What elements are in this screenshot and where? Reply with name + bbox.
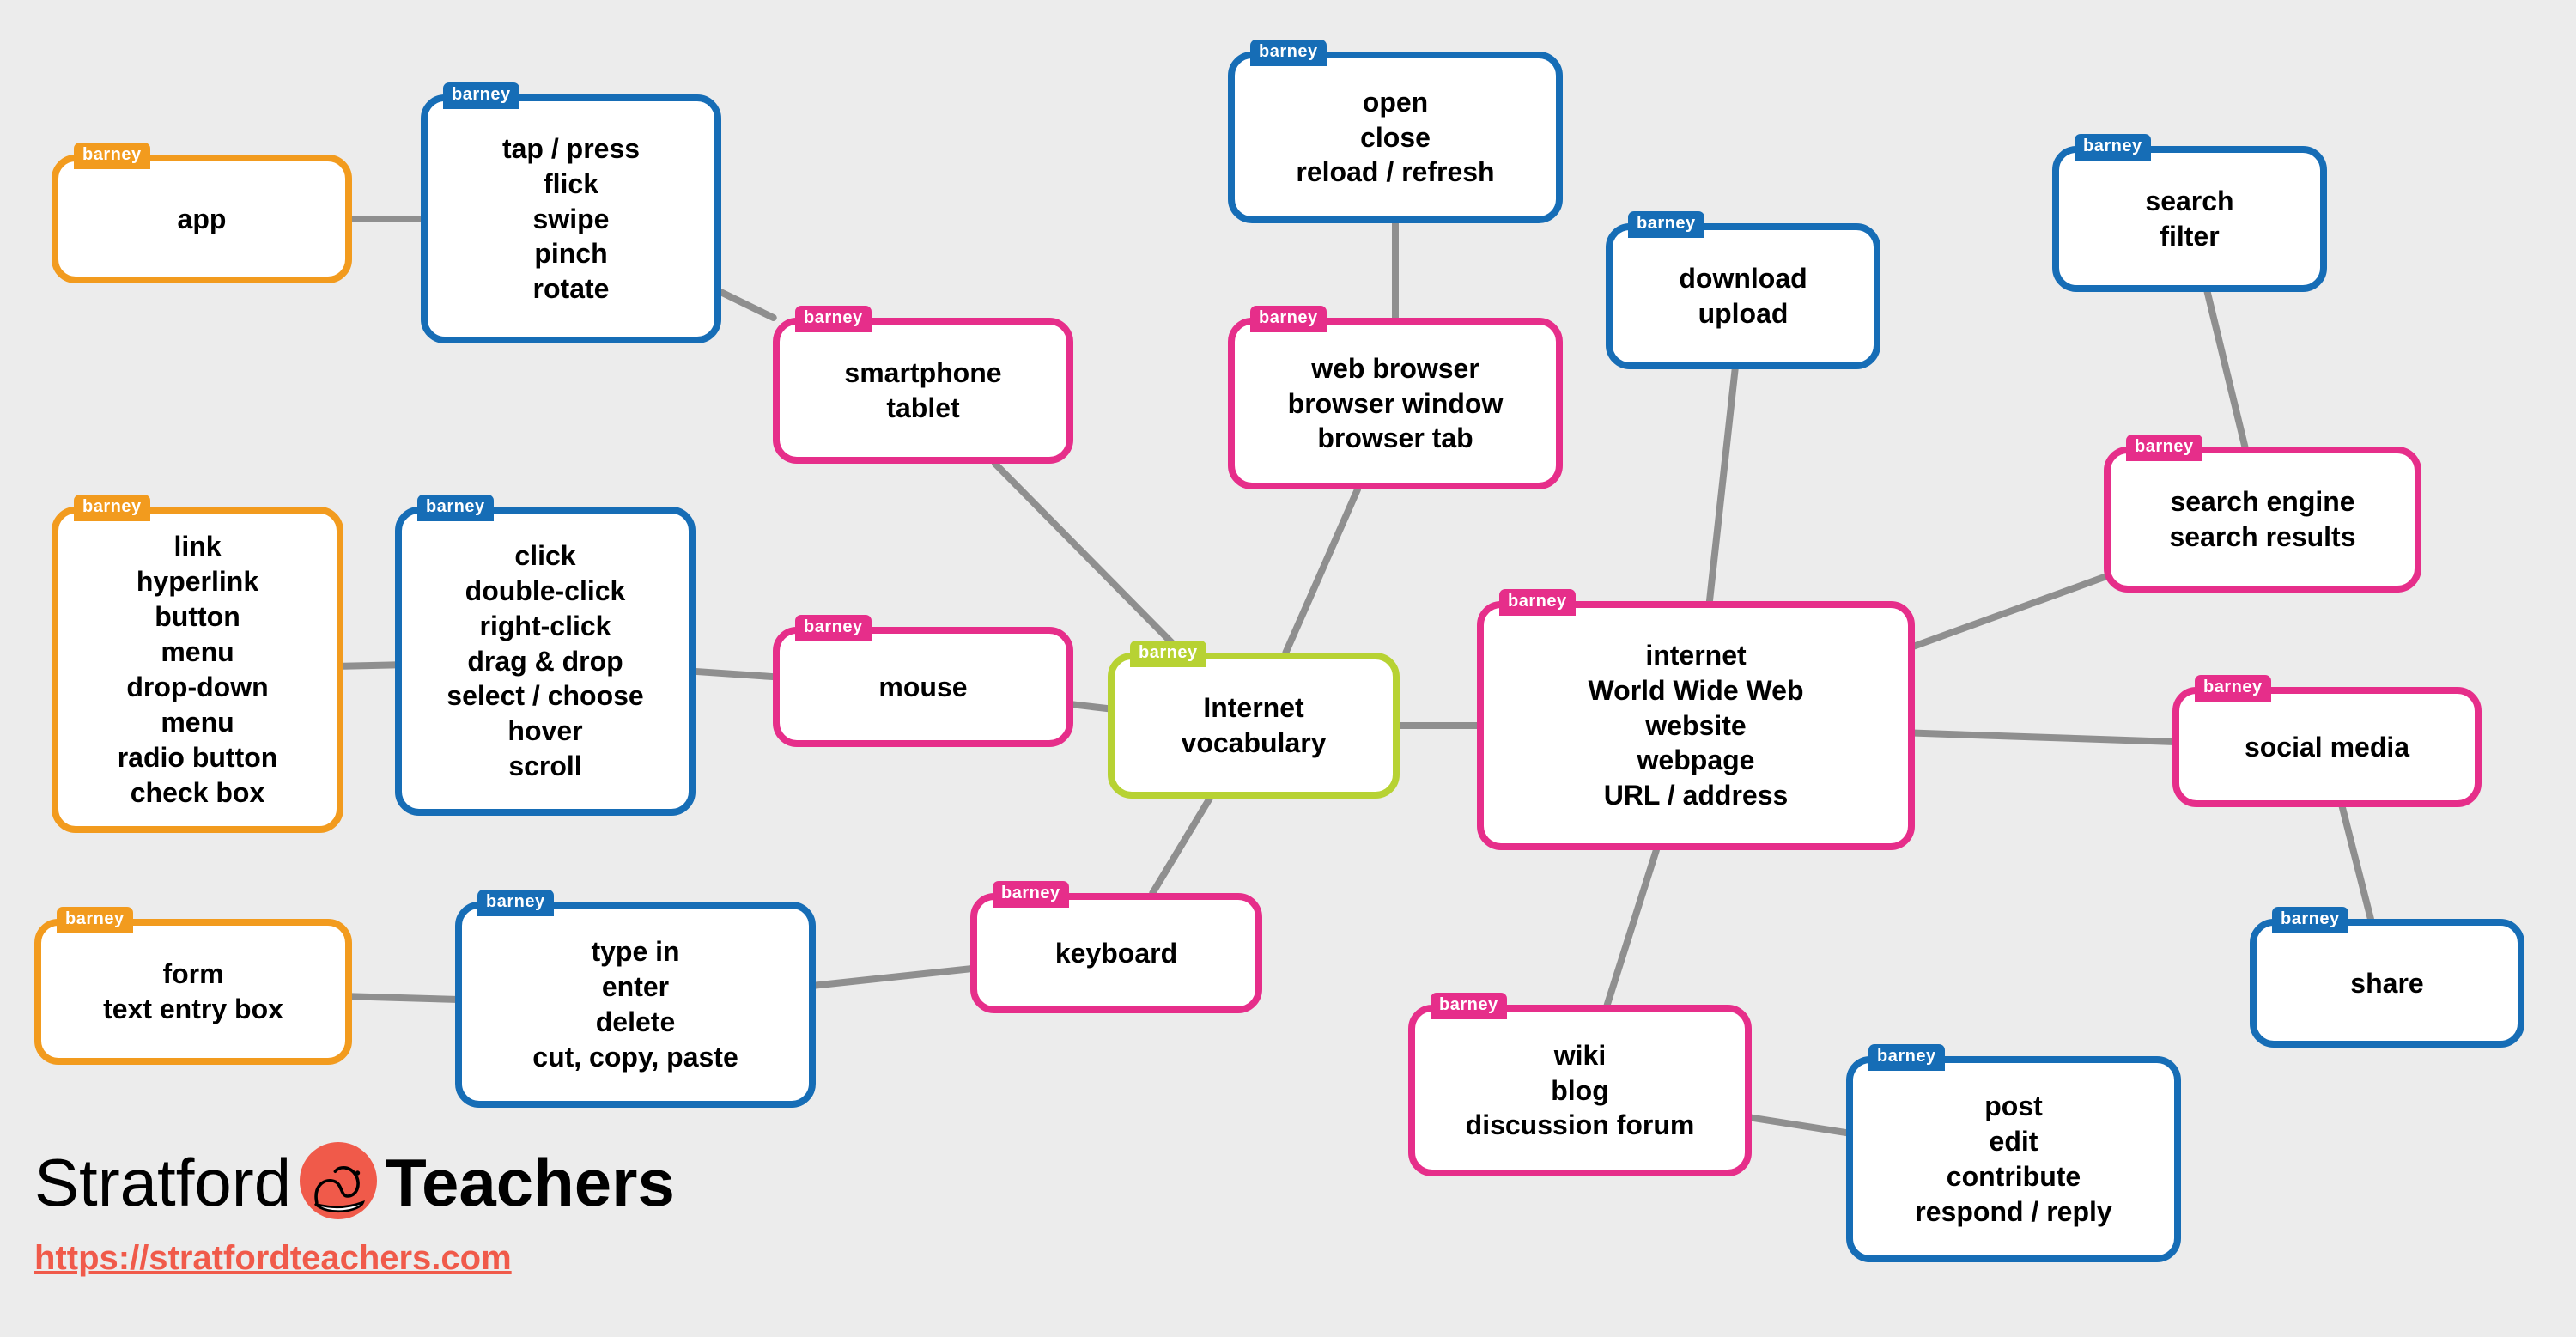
node-tag: barney xyxy=(1250,40,1327,66)
node-text: tap / press flick swipe pinch rotate xyxy=(502,131,640,307)
node-text: open close reload / refresh xyxy=(1296,85,1494,191)
brand-logo: Stratford Teachers https://stratfordteac… xyxy=(34,1142,675,1278)
node-tag: barney xyxy=(1628,211,1704,238)
node-tag: barney xyxy=(74,495,150,521)
node-tag: barney xyxy=(1499,589,1576,616)
edge-form-typeverbs xyxy=(352,996,455,999)
edge-internet-wiki xyxy=(1607,850,1656,1005)
node-text: smartphone tablet xyxy=(844,356,1001,426)
node-text: click double-click right-click drag & dr… xyxy=(447,538,643,785)
node-wiki: barneywiki blog discussion forum xyxy=(1408,1005,1752,1176)
mindmap-canvas: Stratford Teachers https://stratfordteac… xyxy=(0,0,2576,1337)
node-form: barneyform text entry box xyxy=(34,919,352,1065)
node-text: web browser browser window browser tab xyxy=(1288,351,1504,457)
edge-transfer-internet xyxy=(1710,369,1735,601)
node-text: type in enter delete cut, copy, paste xyxy=(532,934,738,1075)
node-transfer: barneydownload upload xyxy=(1606,223,1880,369)
node-text: app xyxy=(178,202,227,237)
node-tag: barney xyxy=(993,881,1069,908)
edge-gestures-device xyxy=(721,292,774,318)
node-tag: barney xyxy=(417,495,494,521)
edge-searcheng-searchverbs xyxy=(2208,292,2245,447)
node-gestures: barneytap / press flick swipe pinch rota… xyxy=(421,94,721,343)
node-tag: barney xyxy=(795,615,872,641)
node-tag: barney xyxy=(1868,1044,1945,1071)
node-mouse: barneymouse xyxy=(773,627,1073,747)
brand-url: https://stratfordteachers.com xyxy=(34,1239,675,1278)
edge-social-share xyxy=(2342,807,2371,919)
node-tag: barney xyxy=(2272,907,2348,933)
node-text: internet World Wide Web website webpage … xyxy=(1589,638,1804,814)
node-searcheng: barneysearch engine search results xyxy=(2104,447,2421,593)
node-tag: barney xyxy=(74,143,150,169)
node-mouseverbs: barneyclick double-click right-click dra… xyxy=(395,507,696,816)
node-tag: barney xyxy=(795,306,872,332)
node-device: barneysmartphone tablet xyxy=(773,318,1073,464)
node-tag: barney xyxy=(1130,641,1206,667)
node-share: barneyshare xyxy=(2250,919,2524,1048)
node-tag: barney xyxy=(57,907,133,933)
node-keyboard: barneykeyboard xyxy=(970,893,1262,1013)
node-app: barneyapp xyxy=(52,155,352,283)
node-text: keyboard xyxy=(1055,936,1177,971)
node-tag: barney xyxy=(2075,134,2151,161)
node-browserverbs: barneyopen close reload / refresh xyxy=(1228,52,1563,223)
node-text: Internet vocabulary xyxy=(1182,690,1327,761)
edge-typeverbs-keyboard xyxy=(816,969,970,985)
node-tag: barney xyxy=(2126,435,2202,461)
node-text: share xyxy=(2350,966,2423,1001)
node-tag: barney xyxy=(443,82,519,109)
node-typeverbs: barneytype in enter delete cut, copy, pa… xyxy=(455,902,816,1108)
node-tag: barney xyxy=(1431,993,1507,1019)
node-searchverbs: barneysearch filter xyxy=(2052,146,2327,292)
edge-device-center xyxy=(995,464,1182,653)
edge-browser-center xyxy=(1285,489,1358,653)
edge-internet-social xyxy=(1915,733,2172,742)
node-text: form text entry box xyxy=(103,957,283,1027)
node-text: download upload xyxy=(1679,261,1807,331)
node-center: barneyInternet vocabulary xyxy=(1108,653,1400,799)
node-tag: barney xyxy=(2195,675,2271,702)
node-text: mouse xyxy=(878,670,967,705)
node-postverbs: barneypost edit contribute respond / rep… xyxy=(1846,1056,2181,1262)
edge-internet-searcheng xyxy=(1915,577,2104,646)
node-text: search engine search results xyxy=(2169,484,2355,555)
node-uiwidgets: barneylink hyperlink button menu drop-do… xyxy=(52,507,343,833)
node-social: barneysocial media xyxy=(2172,687,2482,807)
node-text: wiki blog discussion forum xyxy=(1466,1038,1695,1144)
brand-stratford: Stratford xyxy=(34,1144,291,1222)
node-text: search filter xyxy=(2145,184,2233,254)
node-browser: barneyweb browser browser window browser… xyxy=(1228,318,1563,489)
brand-teachers: Teachers xyxy=(386,1144,675,1222)
edge-keyboard-center xyxy=(1152,799,1209,893)
edge-wiki-postverbs xyxy=(1752,1118,1846,1133)
node-tag: barney xyxy=(477,890,554,916)
edge-mouse-center xyxy=(1073,704,1108,708)
swan-icon xyxy=(300,1142,377,1224)
node-text: link hyperlink button menu drop-down men… xyxy=(118,529,278,811)
node-tag: barney xyxy=(1250,306,1327,332)
edge-mouseverbs-mouse xyxy=(696,672,773,677)
node-text: post edit contribute respond / reply xyxy=(1915,1089,2111,1230)
node-text: social media xyxy=(2245,730,2409,765)
node-internet: barneyinternet World Wide Web website we… xyxy=(1477,601,1915,850)
